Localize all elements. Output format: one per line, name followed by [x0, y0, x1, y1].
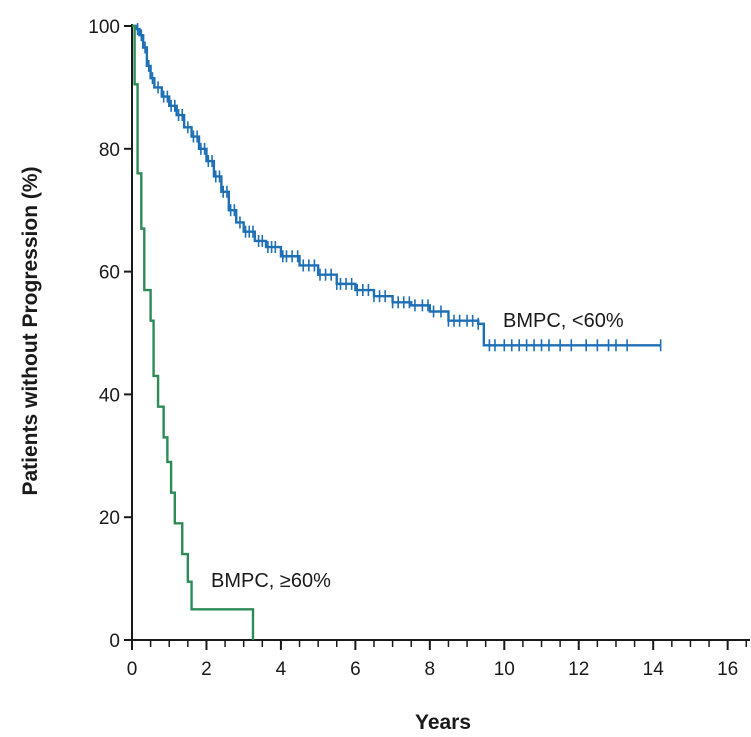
series-1: [132, 24, 255, 640]
x-axis-title: Years: [415, 711, 471, 734]
y-axis-title: Patients without Progression (%): [19, 166, 42, 495]
x-tick-label: 4: [276, 659, 287, 680]
series-labels: BMPC, <60% BMPC, ≥60%: [211, 310, 624, 592]
survival-step-line: [132, 24, 661, 347]
x-tick-label: 2: [201, 659, 212, 680]
x-tick-label: 0: [127, 659, 138, 680]
x-tick-label: 8: [425, 659, 436, 680]
y-tick-label: 60: [99, 263, 120, 284]
x-tick-label: 14: [643, 659, 665, 680]
x-tick-label: 6: [350, 659, 361, 680]
y-tick-label: 100: [88, 17, 120, 38]
series-label-1: BMPC, ≥60%: [211, 570, 331, 592]
series-0: [132, 23, 662, 352]
y-tick-label: 20: [99, 508, 120, 529]
x-tick-label: 12: [568, 659, 589, 680]
survival-step-line: [132, 24, 255, 640]
survival-curves: [132, 23, 662, 640]
x-tick-label: 10: [494, 659, 515, 680]
y-tick-label: 0: [109, 631, 120, 652]
x-tick-label: 16: [717, 659, 738, 680]
series-label-0: BMPC, <60%: [503, 310, 624, 332]
y-tick-label: 40: [99, 385, 120, 406]
y-tick-label: 80: [99, 140, 120, 161]
axes: 0 20 40 60 80 100 0 2 4 6 8 10 12 14 16: [88, 17, 750, 680]
